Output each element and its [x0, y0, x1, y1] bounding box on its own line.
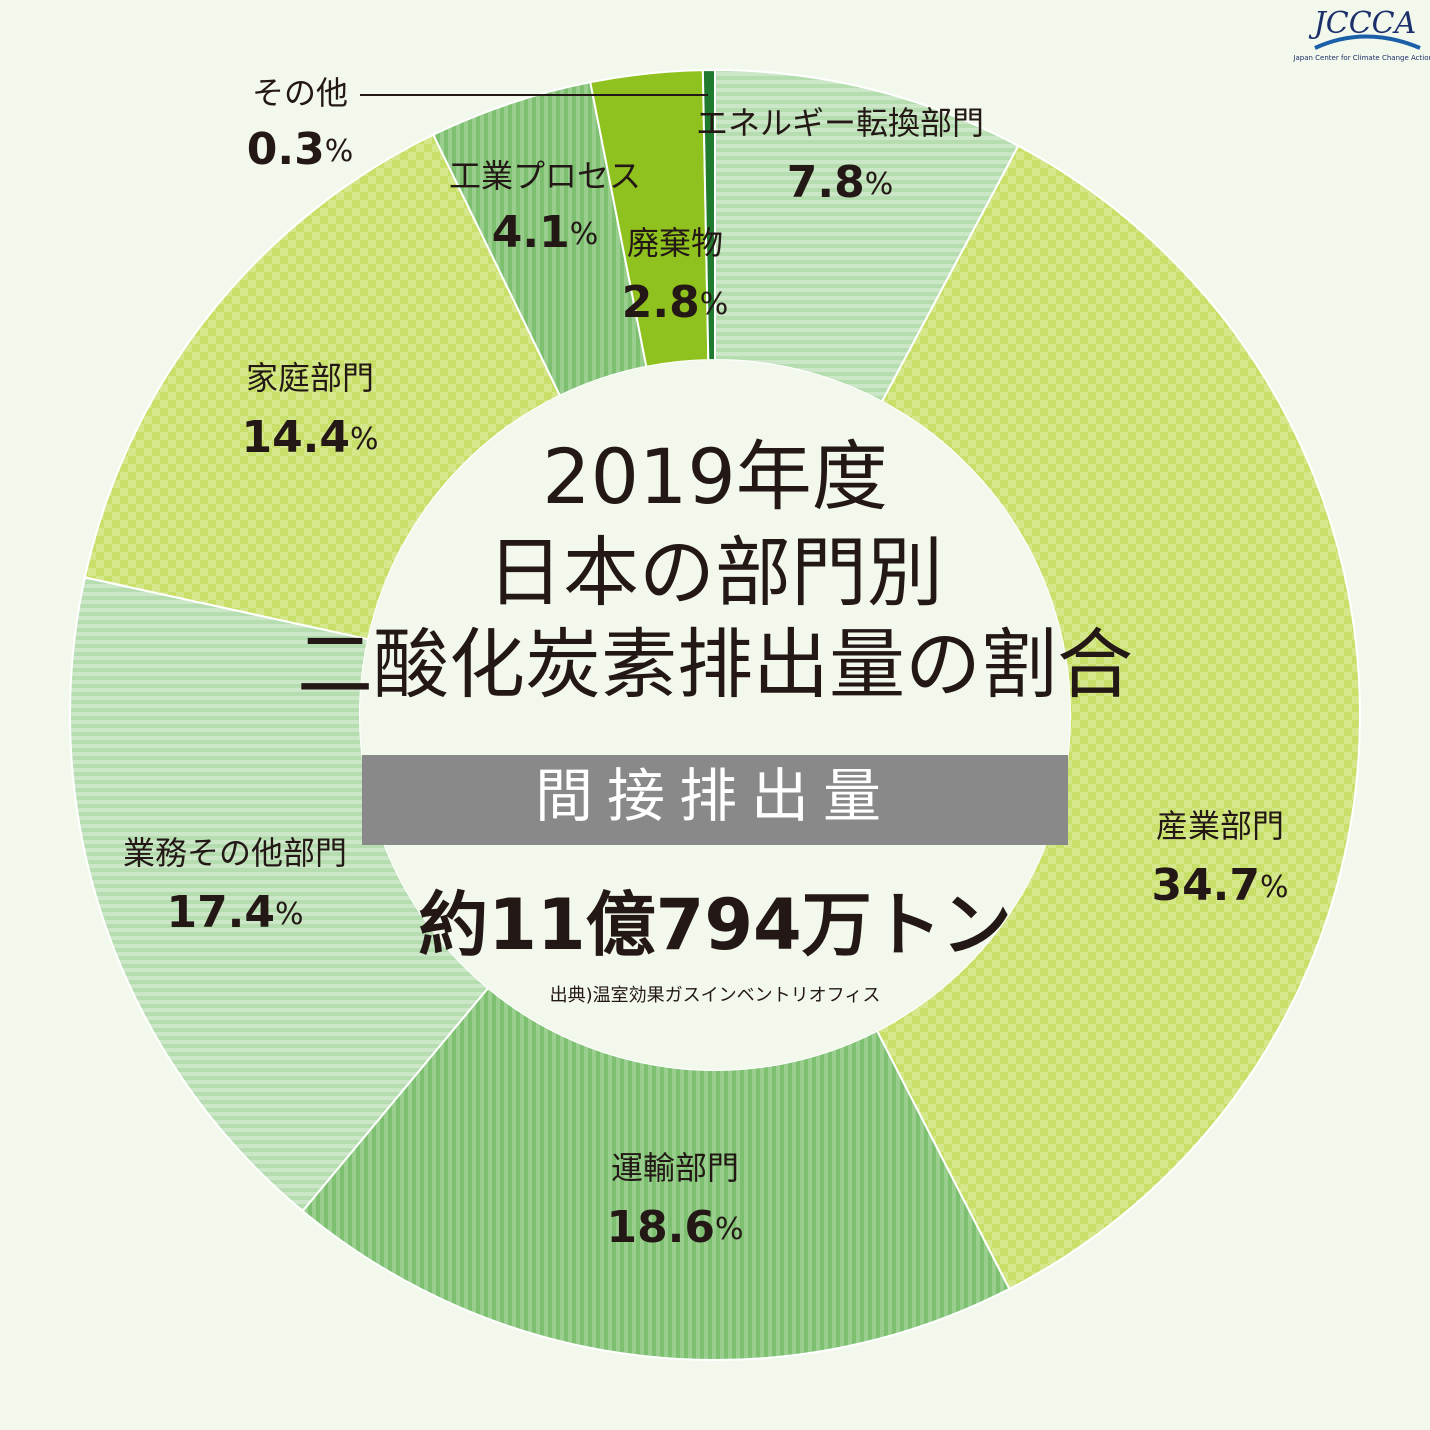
value-label: 2.8% — [622, 277, 728, 328]
subtitle: 間接排出量 — [535, 762, 895, 830]
segment-label: 工業プロセス — [449, 157, 641, 195]
subtitle-band — [362, 755, 1068, 845]
segment-label: 運輸部門 — [611, 1149, 739, 1187]
value-label: 34.7% — [1151, 860, 1288, 911]
value-label: 7.8% — [787, 157, 893, 208]
chart-title: 日本の部門別 — [487, 528, 943, 617]
value-label: 0.3% — [247, 124, 353, 175]
donut-hole — [360, 360, 1070, 1070]
source: 出典)温室効果ガスインベントリオフィス — [550, 985, 881, 1006]
segment-label: その他 — [252, 74, 348, 112]
logo-arc — [1314, 34, 1421, 50]
value-label: 18.6% — [606, 1202, 743, 1253]
total: 約11億794万トン — [418, 884, 1012, 966]
chart-title: 二酸化炭素排出量の割合 — [297, 620, 1133, 709]
segment-label: エネルギー転換部門 — [696, 104, 984, 142]
segment-label: 産業部門 — [1156, 807, 1284, 845]
logo-caption: Japan Center for Climate Change Actions — [1292, 54, 1430, 62]
segment-label: 家庭部門 — [246, 359, 374, 397]
segment-label: 業務その他部門 — [123, 834, 347, 872]
value-label: 17.4% — [166, 887, 303, 938]
segment-label: 廃棄物 — [627, 224, 723, 262]
value-label: 14.4% — [241, 412, 378, 463]
value-label: 4.1% — [492, 207, 598, 258]
chart-title: 2019年度 — [542, 432, 887, 521]
